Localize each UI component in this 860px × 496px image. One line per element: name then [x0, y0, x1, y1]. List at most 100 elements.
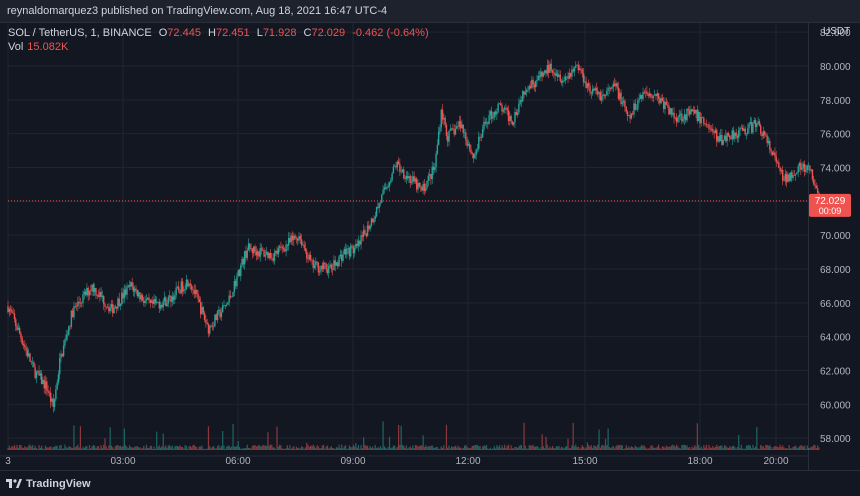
price-tick-label: 70.000: [820, 231, 851, 242]
candle-body: [629, 115, 631, 119]
volume-bar: [426, 447, 428, 450]
candle-body: [119, 304, 122, 306]
candle-body: [271, 257, 273, 259]
volume-bar: [764, 448, 766, 450]
candle-body: [802, 164, 805, 168]
candle-body: [621, 102, 624, 104]
volume-bar: [310, 445, 312, 450]
candle-body: [619, 92, 621, 99]
volume-bar: [260, 446, 263, 450]
candle-body: [716, 129, 718, 142]
candle-body: [780, 169, 783, 172]
volume-bar: [388, 436, 391, 450]
candle-body: [673, 112, 675, 119]
candle-body: [453, 129, 455, 135]
volume-bar: [713, 447, 715, 450]
volume-bar: [332, 448, 334, 450]
candle-body: [507, 110, 510, 122]
candle-body: [25, 347, 27, 351]
candle-body: [87, 287, 89, 296]
tradingview-logo[interactable]: TradingView: [6, 478, 91, 490]
candle-body: [815, 186, 818, 189]
candle-body: [370, 218, 373, 226]
volume-bar: [364, 444, 366, 450]
volume-bar: [92, 444, 94, 450]
volume-bar: [608, 447, 610, 450]
candle-body: [626, 111, 629, 116]
currency-label: USDT: [823, 26, 850, 37]
candle-body: [75, 305, 78, 307]
candle-body: [139, 292, 141, 300]
volume-bar: [655, 447, 657, 450]
volume-bar: [236, 445, 238, 450]
candle-body: [695, 109, 697, 114]
candle-body: [190, 285, 193, 290]
volume-bar: [710, 447, 713, 450]
candle-body: [506, 108, 508, 111]
time-tick-label: 3: [5, 456, 11, 467]
volume-bar: [787, 448, 789, 450]
candle-body: [529, 85, 532, 88]
candle-body: [727, 133, 730, 136]
volume-bar: [405, 445, 407, 450]
volume-bar: [650, 445, 652, 450]
volume-bar: [639, 446, 642, 450]
candle-body: [465, 132, 467, 141]
volume-bar: [304, 447, 307, 450]
volume-bar: [677, 446, 679, 450]
candle-body: [728, 135, 731, 138]
volume-bar: [72, 448, 74, 450]
candle-body: [408, 176, 410, 179]
volume-bar: [664, 447, 666, 450]
volume-bar: [616, 445, 618, 450]
candle-body: [647, 94, 649, 96]
volume-bar: [52, 446, 54, 450]
volume-bar: [390, 447, 392, 450]
candle-body: [652, 95, 655, 98]
volume-legend[interactable]: Vol 15.082K: [8, 41, 68, 53]
candle-body: [396, 161, 398, 168]
volume-bar: [91, 446, 93, 450]
volume-bar: [22, 448, 25, 450]
volume-bar: [774, 446, 776, 450]
volume-bar: [106, 448, 109, 450]
volume-bar: [193, 444, 195, 450]
candle-body: [712, 128, 714, 132]
candle-body: [15, 319, 17, 326]
volume-bar: [531, 445, 533, 450]
volume-bar: [807, 448, 810, 450]
low-label: L: [256, 27, 263, 39]
volume-bar: [544, 448, 546, 450]
candle-body: [765, 134, 767, 136]
candle-body: [338, 256, 340, 267]
candle-body: [613, 83, 616, 87]
volume-bar: [417, 446, 419, 450]
candle-body: [697, 112, 700, 122]
candle-body: [325, 263, 327, 270]
volume-bar: [773, 446, 775, 450]
volume-bar: [694, 445, 696, 450]
volume-bar: [136, 446, 138, 450]
volume-bar: [361, 448, 363, 450]
candle-body: [394, 165, 396, 167]
candle-body: [153, 299, 155, 304]
symbol-name[interactable]: SOL / TetherUS, 1, BINANCE: [8, 27, 152, 39]
volume-bar: [607, 428, 609, 450]
candle-body: [493, 111, 495, 118]
candle-body: [488, 115, 490, 124]
candle-body: [528, 85, 530, 90]
candle-body: [774, 152, 776, 157]
candle-body: [770, 149, 772, 152]
candle-body: [518, 103, 520, 113]
volume-bar: [504, 444, 506, 450]
volume-bar: [21, 447, 23, 450]
candle-body: [806, 165, 808, 171]
symbol-legend[interactable]: SOL / TetherUS, 1, BINANCE O72.445 H72.4…: [8, 27, 429, 39]
volume-bar: [584, 448, 586, 450]
volume-bar: [373, 448, 375, 450]
volume-bar: [222, 431, 224, 450]
candle-body: [231, 296, 233, 298]
volume-bar: [281, 448, 283, 450]
